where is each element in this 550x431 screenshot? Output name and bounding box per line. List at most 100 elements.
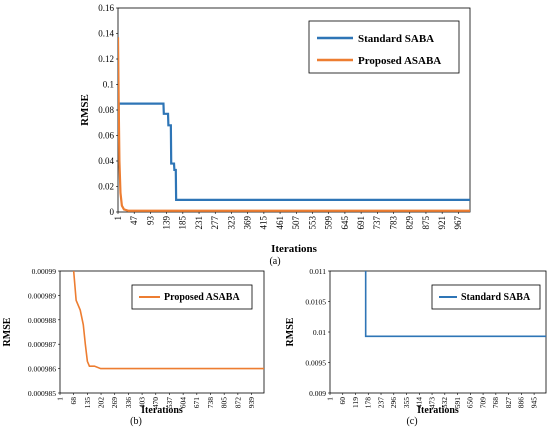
x-tick-label: 829 bbox=[405, 216, 415, 230]
y-axis-label: RMSE bbox=[79, 94, 91, 126]
x-tick-labels: 1 47 93 139 185 231 277 323 369 415 461 507 553 599 64… bbox=[113, 212, 463, 230]
y-tick-label: 0.08 bbox=[98, 105, 114, 115]
x-tick-labels: 1 60 119 178 237 296 355 414 473 532 591 650 709 768 8… bbox=[325, 393, 539, 409]
y-tick-label: 0 bbox=[110, 207, 115, 217]
y-tick-label: 0.02 bbox=[98, 182, 114, 192]
y-tick-label: 0.1 bbox=[103, 80, 114, 90]
x-tick-label: 202 bbox=[96, 397, 105, 409]
y-tick-label: 0.00099 bbox=[32, 267, 57, 276]
x-tick-label: 967 bbox=[453, 216, 463, 230]
y-tick-label: 0.01 bbox=[313, 328, 326, 337]
x-axis-label: Iterations bbox=[141, 405, 183, 416]
x-axis-label: Iterations bbox=[271, 243, 318, 255]
x-tick-label: 875 bbox=[421, 216, 431, 230]
x-tick-label: 507 bbox=[291, 216, 301, 230]
x-tick-label: 709 bbox=[478, 397, 487, 409]
panel-caption: (c) bbox=[406, 416, 417, 427]
x-tick-label: 178 bbox=[364, 397, 373, 409]
x-tick-label: 47 bbox=[129, 216, 139, 226]
x-tick-label: 277 bbox=[210, 216, 220, 230]
y-tick-label: 0.011 bbox=[309, 267, 326, 276]
legend: Standard SABA Proposed ASABA bbox=[308, 20, 460, 74]
y-tick-label: 0.000986 bbox=[28, 365, 56, 374]
y-tick-label: 0.0105 bbox=[305, 298, 326, 307]
x-tick-label: 135 bbox=[83, 397, 92, 409]
legend-label-standard-saba: Standard SABA bbox=[358, 33, 434, 45]
legend-box bbox=[308, 20, 460, 74]
x-tick-label: 60 bbox=[338, 397, 347, 405]
x-tick-label: 473 bbox=[427, 397, 436, 409]
panel-caption: (a) bbox=[269, 256, 280, 267]
legend: Standard SABA bbox=[431, 284, 541, 310]
x-tick-label: 296 bbox=[389, 397, 398, 409]
x-tick-label: 591 bbox=[453, 397, 462, 409]
series-line-standard-saba bbox=[364, 271, 546, 338]
x-tick-label: 537 bbox=[165, 397, 174, 409]
x-tick-label: 336 bbox=[124, 397, 133, 409]
y-tick-label: 0.000985 bbox=[28, 389, 56, 398]
legend-label-proposed-asaba: Proposed ASABA bbox=[164, 292, 240, 303]
x-tick-label: 461 bbox=[275, 216, 285, 230]
x-tick-labels: 1 68 135 202 269 336 403 470 537 604 671 738 805 872 9… bbox=[55, 393, 256, 408]
legend: Proposed ASABA bbox=[131, 284, 253, 310]
x-tick-label: 1 bbox=[325, 397, 334, 401]
x-tick-label: 185 bbox=[178, 216, 188, 230]
series-lines bbox=[364, 271, 546, 338]
x-tick-label: 599 bbox=[324, 216, 334, 230]
x-axis-label: Iterations bbox=[417, 405, 459, 416]
x-tick-label: 650 bbox=[466, 397, 475, 409]
y-tick-label: 0.16 bbox=[98, 3, 114, 13]
y-tick-label: 0.06 bbox=[98, 131, 114, 141]
x-tick-label: 671 bbox=[192, 397, 201, 409]
x-tick-label: 93 bbox=[145, 216, 155, 226]
y-tick-label: 0.0095 bbox=[305, 359, 326, 368]
x-tick-label: 414 bbox=[415, 397, 424, 409]
x-tick-label: 921 bbox=[437, 216, 447, 230]
x-tick-label: 872 bbox=[233, 397, 242, 409]
series-lines bbox=[72, 271, 264, 370]
y-tick-label: 0.009 bbox=[309, 389, 326, 398]
x-tick-label: 886 bbox=[517, 397, 526, 409]
chart-panel-c: 0.009 0.0095 0.01 0.0105 0.011 1 60 119 178 237 2… bbox=[285, 267, 547, 427]
legend-label-proposed-asaba: Proposed ASABA bbox=[358, 55, 441, 67]
y-tick-label: 0.000988 bbox=[28, 316, 56, 325]
x-tick-label: 139 bbox=[162, 216, 172, 230]
x-tick-label: 691 bbox=[356, 216, 366, 230]
y-tick-label: 0.04 bbox=[98, 156, 114, 166]
x-tick-label: 1 bbox=[55, 397, 64, 401]
series-line-proposed-asaba bbox=[72, 271, 264, 370]
y-tick-label: 0.000987 bbox=[28, 340, 56, 349]
plot-frame bbox=[59, 270, 265, 394]
x-tick-label: 323 bbox=[226, 216, 236, 230]
y-tick-labels: 0 0.02 0.04 0.06 0.08 0.1 0.12 0.14 0.16 bbox=[98, 3, 118, 217]
series-line-standard-saba bbox=[118, 102, 470, 201]
x-tick-label: 119 bbox=[351, 397, 360, 408]
x-tick-label: 355 bbox=[402, 397, 411, 409]
x-tick-label: 68 bbox=[69, 397, 78, 405]
x-tick-label: 945 bbox=[530, 397, 539, 409]
y-axis-label: RMSE bbox=[2, 317, 13, 346]
x-tick-label: 532 bbox=[440, 397, 449, 409]
x-tick-label: 768 bbox=[491, 397, 500, 409]
panel-caption: (b) bbox=[130, 416, 142, 427]
x-tick-label: 415 bbox=[259, 216, 269, 230]
chart-panel-a: 0 0.02 0.04 0.06 0.08 0.1 0.12 0.14 0.16 1 47 93 13… bbox=[79, 3, 471, 267]
x-tick-label: 553 bbox=[307, 216, 317, 230]
y-tick-label: 0.12 bbox=[98, 54, 114, 64]
x-tick-label: 470 bbox=[151, 397, 160, 409]
x-tick-label: 783 bbox=[388, 216, 398, 230]
x-tick-label: 231 bbox=[194, 216, 204, 230]
y-tick-label: 0.14 bbox=[98, 29, 114, 39]
legend-label-standard-saba: Standard SABA bbox=[461, 292, 531, 303]
x-tick-label: 369 bbox=[243, 215, 253, 229]
y-tick-labels: 0.000985 0.000986 0.000987 0.000988 0.000989… bbox=[28, 267, 60, 398]
x-tick-label: 1 bbox=[113, 216, 123, 221]
series-lines bbox=[118, 37, 470, 212]
x-tick-label: 604 bbox=[179, 397, 188, 409]
y-tick-label: 0.000989 bbox=[28, 291, 56, 300]
x-tick-label: 939 bbox=[247, 397, 256, 409]
x-tick-label: 738 bbox=[206, 397, 215, 409]
x-tick-label: 737 bbox=[372, 216, 382, 230]
chart-panel-b: 0.000985 0.000986 0.000987 0.000988 0.000989… bbox=[2, 267, 265, 427]
